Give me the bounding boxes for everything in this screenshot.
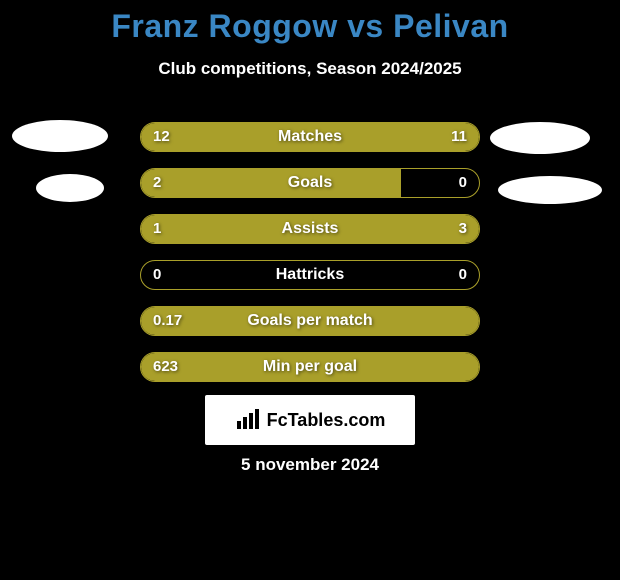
stat-label: Goals per match: [141, 307, 479, 335]
stat-label: Goals: [141, 169, 479, 197]
page-subtitle: Club competitions, Season 2024/2025: [0, 59, 620, 79]
stat-row: 623Min per goal: [140, 352, 480, 382]
stat-label: Hattricks: [141, 261, 479, 289]
stat-row: 0.17Goals per match: [140, 306, 480, 336]
stat-row: 13Assists: [140, 214, 480, 244]
brand-badge: FcTables.com: [205, 395, 415, 445]
page-title: Franz Roggow vs Pelivan: [0, 0, 620, 45]
player-placeholder-ellipse: [490, 122, 590, 154]
stat-label: Matches: [141, 123, 479, 151]
stat-row: 00Hattricks: [140, 260, 480, 290]
player-placeholder-ellipse: [36, 174, 104, 202]
brand-text: FcTables.com: [267, 410, 386, 431]
comparison-infographic: Franz Roggow vs Pelivan Club competition…: [0, 0, 620, 580]
stat-row: 1211Matches: [140, 122, 480, 152]
stat-label: Min per goal: [141, 353, 479, 381]
player-placeholder-ellipse: [12, 120, 108, 152]
player-placeholder-ellipse: [498, 176, 602, 204]
stats-chart: 1211Matches 20Goals 13Assists 00Hattricks 0.…: [140, 122, 480, 398]
stat-row: 20Goals: [140, 168, 480, 198]
date-text: 5 november 2024: [0, 455, 620, 475]
brand-logo-icon: [235, 409, 261, 431]
stat-label: Assists: [141, 215, 479, 243]
